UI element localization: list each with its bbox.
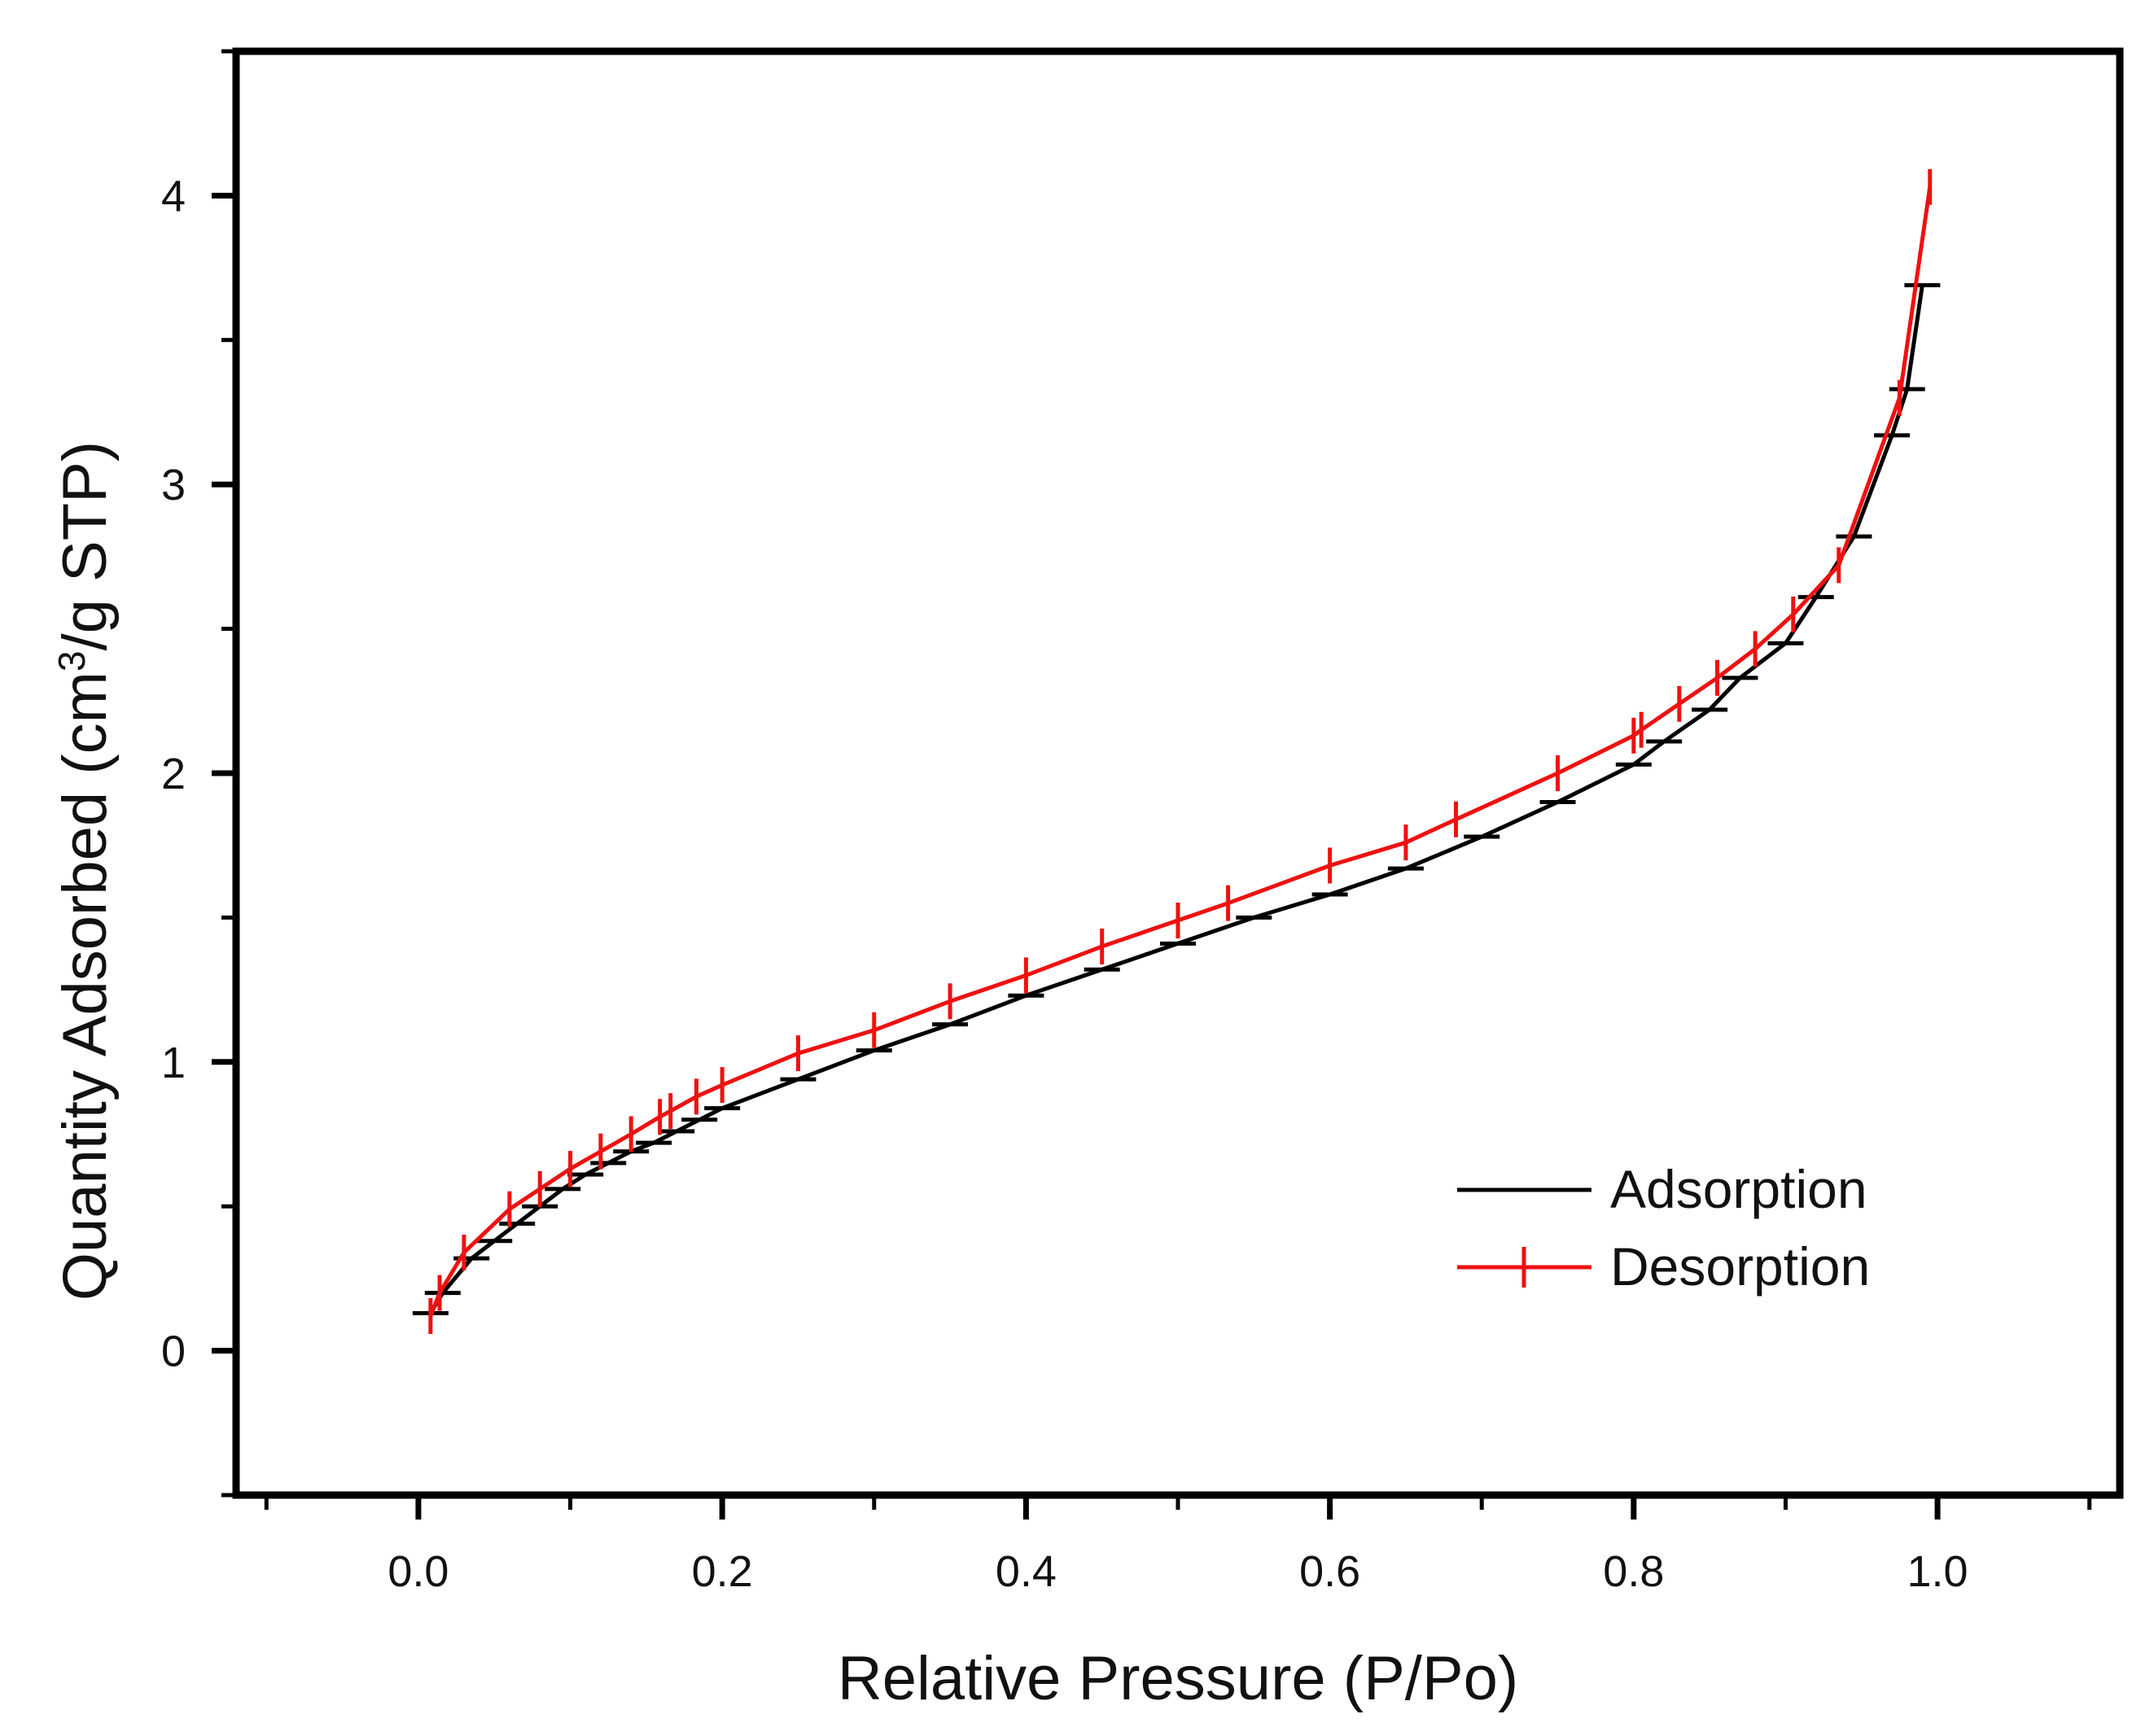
legend: Adsorption Desorption [1457, 1159, 1870, 1297]
y-tick-label: 1 [161, 1039, 186, 1087]
y-tick-label: 0 [161, 1327, 186, 1376]
legend-adsorption-label: Adsorption [1610, 1159, 1867, 1219]
x-tick-label: 0.8 [1603, 1547, 1664, 1596]
y-axis-title: Quantity Adsorbed (cm3/g STP) [50, 441, 120, 1301]
y-tick-label: 2 [161, 750, 186, 798]
legend-desorption-label: Desorption [1610, 1236, 1870, 1297]
x-axis: 0.0 0.2 0.4 0.6 0.8 1.0 [264, 1495, 2092, 1596]
y-tick-label: 4 [161, 172, 186, 221]
x-tick-label: 1.0 [1907, 1547, 1968, 1596]
y-axis: 0 1 2 3 4 [161, 49, 236, 1498]
x-tick-label: 0.6 [1299, 1547, 1360, 1596]
x-tick-label: 0.2 [692, 1547, 753, 1596]
desorption-line [428, 186, 1933, 1317]
y-axis-title-superscript: 3 [50, 651, 93, 672]
y-axis-title-unit: /g STP) [50, 441, 120, 651]
series-layer [412, 168, 1941, 1335]
y-axis-title-main: Quantity Adsorbed (cm [50, 671, 120, 1301]
y-tick-label: 3 [161, 461, 186, 509]
x-axis-title: Relative Pressure (P/Po) [838, 1644, 1518, 1713]
x-tick-label: 0.0 [387, 1547, 449, 1596]
x-tick-label: 0.4 [996, 1547, 1057, 1596]
